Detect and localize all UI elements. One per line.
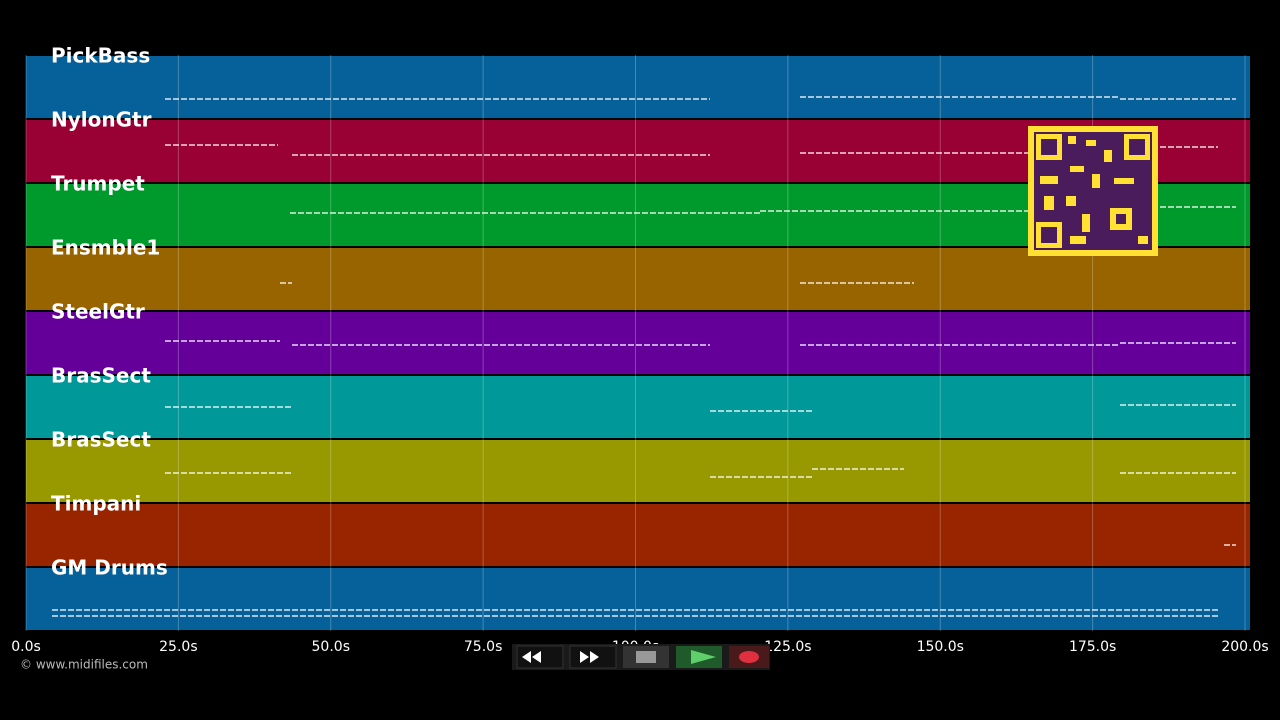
copyright: © www.midifiles.com [20,658,148,672]
record-button[interactable] [729,646,769,668]
tick-label: 75.0s [464,639,502,655]
playback-controls [512,644,770,670]
qr-code [1028,126,1158,256]
track-name: Trumpet [51,172,145,196]
grid [25,55,1246,631]
tick-label: 150.0s [917,639,964,655]
tick-label: 25.0s [159,639,197,655]
track-name: GM Drums [51,556,168,580]
stop-button[interactable] [623,646,669,668]
rewind-button[interactable] [516,645,564,669]
track-name: NylonGtr [51,108,152,132]
tick-label: 175.0s [1069,639,1116,655]
tick-label: 0.0s [11,639,41,655]
track-name: SteelGtr [51,300,145,324]
play-button[interactable] [676,646,722,668]
track-names: PickBass NylonGtr Trumpet Ensmble1 SteelGtr B… [51,44,168,580]
track-name: PickBass [51,44,150,68]
track-name: Timpani [51,492,141,516]
tick-label: 200.0s [1221,639,1268,655]
track-lane [26,248,1250,310]
tick-label: 125.0s [764,639,811,655]
track-lane [26,56,1250,118]
track-name: BrasSect [51,364,151,388]
track-lane [26,440,1250,502]
fast-forward-button[interactable] [569,645,617,669]
track-name: Ensmble1 [51,236,160,260]
notes [52,96,1236,617]
track-lane [26,312,1250,374]
track-name: BrasSect [51,428,151,452]
tick-label: 50.0s [312,639,350,655]
track-lane [26,568,1250,630]
track-lane [26,504,1250,566]
